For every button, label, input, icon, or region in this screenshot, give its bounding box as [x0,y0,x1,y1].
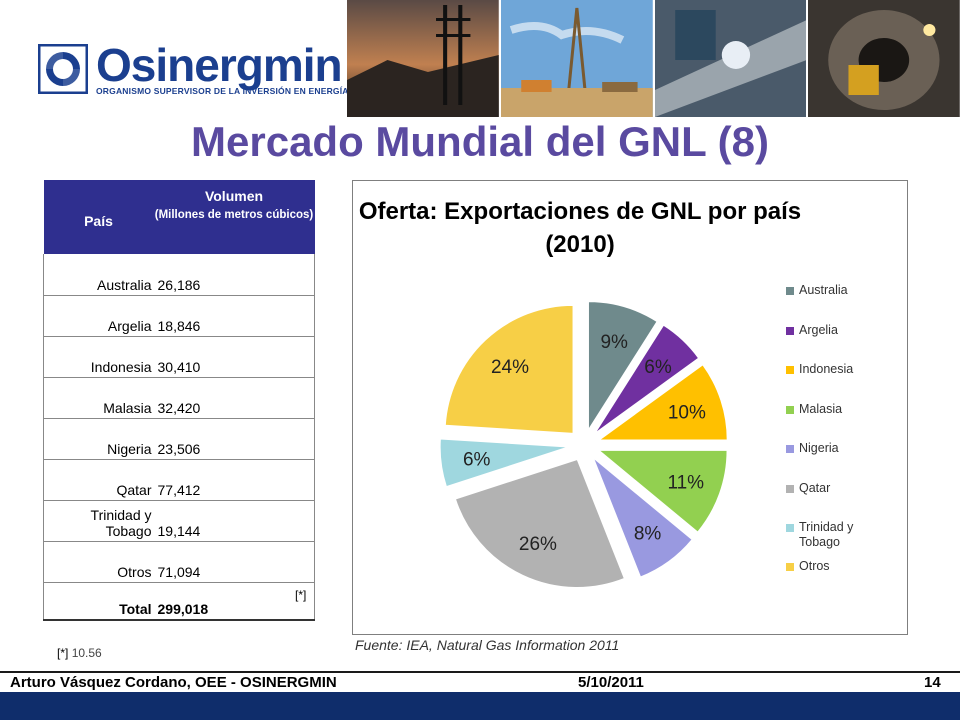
cell-country: Trinidad y Tobago [43,500,154,542]
pipeline-welding-photo [654,0,807,117]
table-row: Otros 71,094 [43,541,315,583]
footnote-text: 10.56 [71,646,102,660]
cell-volume: 77,412 [153,459,315,501]
legend-item: Qatar [786,481,830,496]
legend-item: Malasia [786,402,842,417]
table-total-row: Total 299,018 [43,582,315,621]
legend-label: Otros [799,559,830,573]
legend-swatch [786,366,794,374]
pie-data-label: 6% [644,357,672,378]
legend-item: Trinidad y Tobago [786,520,879,550]
cell-volume: 19,144 [153,500,315,542]
legend-swatch [786,287,794,295]
pie-data-label: 26% [519,534,557,555]
legend-item: Australia [786,283,848,298]
legend-swatch [786,445,794,453]
cell-country: Otros [43,541,154,583]
header: Osinergmin ORGANISMO SUPERVISOR DE LA IN… [0,0,960,120]
total-value: 299,018 [153,582,315,621]
pie-slice-nigeria [592,457,693,578]
legend-item: Nigeria [786,441,839,456]
legend-label: Argelia [799,322,838,337]
logo-subtitle: ORGANISMO SUPERVISOR DE LA INVERSIÓN EN … [96,86,397,96]
pie-chart: 9% 6% 10% 11% 8% 26% 6% 24% [439,301,728,588]
source-note: Fuente: IEA, Natural Gas Information 201… [355,637,620,653]
table-row: Trinidad y Tobago 19,144 [43,500,315,542]
table-row: Argelia 18,846 [43,295,315,337]
total-note: [*] [295,588,307,602]
table-header-row: País Volumen (Millones de metros cúbicos… [43,180,315,254]
footer-bar [0,692,960,720]
legend-swatch [786,326,794,335]
column-header-country: País [43,180,154,254]
table-row: Nigeria 23,506 [43,418,315,460]
logo-name: Osinergmin [96,39,343,91]
table-body: Australia 26,186 Argelia 18,846 Indonesia 30,… [43,254,315,621]
pie-data-label: 9% [600,332,628,353]
cell-volume: 23,506 [153,418,315,460]
total-label: Total [43,582,154,621]
footnote-marker: [*] [57,646,69,660]
cell-country: Australia [43,254,154,296]
legend-swatch [786,405,794,414]
pie-data-label: 8% [634,524,662,545]
pie-chart-frame: 9% 6% 10% 11% 8% 26% 6% 24% Oferta: Exportacion… [352,180,908,635]
cell-country: Qatar [43,459,154,501]
footer-author: Arturo Vásquez Cordano, OEE - OSINERGMIN [10,674,337,691]
pie-data-label: 6% [463,450,491,471]
legend-item: Otros [786,559,830,574]
lng-volume-table: País Volumen (Millones de metros cúbicos… [43,180,315,621]
volume-header-label: Volumen [204,188,264,204]
table-row: Malasia 32,420 [43,377,315,419]
legend-swatch [786,563,794,571]
pie-data-label: 11% [667,473,704,494]
legend-item: Indonesia [786,362,853,377]
legend-label: Nigeria [799,441,839,455]
page-number: 14 [924,674,941,691]
volume-header-unit: (Millones de metros cúbicos) [154,209,314,221]
pie-slice-argelia [594,324,700,434]
slide-title: Mercado Mundial del GNL (8) [191,118,769,165]
power-line-photo [347,0,499,117]
pie-slice-trinidad-y-tobago [439,438,569,488]
pie-data-label: 10% [668,403,706,424]
cell-volume: 26,186 [153,254,315,296]
cell-volume: 71,094 [153,541,315,583]
table-row: Australia 26,186 [43,254,315,296]
cell-country: Indonesia [43,336,154,378]
table-row: Indonesia 30,410 [43,336,315,378]
table-row: Qatar 77,412 [43,459,315,501]
cell-country: Malasia [43,377,154,419]
drilling-rig-photo [500,0,653,117]
legend-label: Malasia [799,401,843,416]
footer-divider [0,671,960,673]
legend-swatch [786,484,794,493]
cell-volume: 18,846 [153,295,315,337]
cell-volume: 32,420 [153,377,315,419]
column-header-volume: Volumen (Millones de metros cúbicos) [153,180,315,254]
pie-slice-otros [444,304,574,434]
pie-data-label: 24% [491,357,529,378]
legend-label: Indonesia [799,362,854,376]
pie-slice-qatar [454,458,625,588]
mine-tunnel-photo [808,0,960,117]
header-photo-strip [347,0,960,117]
footnote: [*] 10.56 [57,646,102,660]
legend-swatch [786,524,794,532]
pie-slice-indonesia [597,364,728,441]
osinergmin-logo-icon [38,44,88,94]
footer-date: 5/10/2011 [578,674,644,691]
chart-title: Oferta: Exportaciones de GNL por país (2… [358,198,802,258]
cell-volume: 30,410 [153,336,315,378]
legend-label: Qatar [799,480,831,495]
pie-slice-australia [587,301,658,432]
legend-label: Australia [799,283,848,297]
legend-item: Argelia [786,323,838,338]
cell-country: Argelia [43,295,154,337]
pie-slice-malasia [597,449,728,533]
cell-country: Nigeria [43,418,154,460]
legend-label: Trinidad y Tobago [799,520,854,549]
